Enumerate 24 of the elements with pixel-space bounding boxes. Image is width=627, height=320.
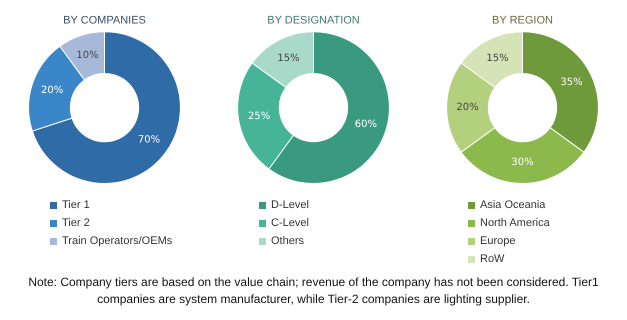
legend-label: RoW [480, 253, 504, 265]
chart-title: BY REGION [492, 14, 554, 27]
legend-label: D-Level [271, 199, 309, 211]
legend-label: Tier 2 [62, 217, 90, 229]
data-label: 10% [76, 50, 99, 61]
chart-title: BY DESIGNATION [267, 14, 360, 27]
data-label: 20% [456, 102, 479, 114]
legend-label: Train Operators/OEMs [62, 235, 172, 247]
legend-label: Others [271, 235, 304, 247]
legend-label: Asia Oceania [480, 199, 546, 211]
data-label: 60% [354, 119, 377, 130]
data-label: 15% [486, 53, 509, 64]
data-label: 30% [511, 157, 534, 168]
legend-label: Tier 1 [62, 199, 90, 211]
legend-label: North America [480, 217, 550, 229]
data-label: 15% [277, 53, 300, 64]
legend-label: C-Level [271, 217, 309, 229]
data-label: 70% [138, 134, 160, 146]
data-label: 20% [41, 85, 64, 96]
data-label: 25% [248, 110, 270, 122]
text: Note: Company tiers are based on the value chain; revenue of the company has not been considered. Tier1 companies are system manufacturer, while Tier-2 companies are lighting supplier. [27, 274, 600, 308]
data-label: 35% [560, 77, 583, 88]
legend-label: Europe [480, 235, 516, 247]
chart-title: BY COMPANIES [63, 14, 146, 27]
